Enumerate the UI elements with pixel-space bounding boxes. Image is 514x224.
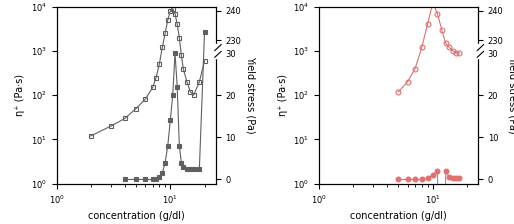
X-axis label: concentration (g/dl): concentration (g/dl) [88,211,185,221]
Y-axis label: η⁺ (Pa·s): η⁺ (Pa·s) [278,74,287,116]
X-axis label: concentration (g/dl): concentration (g/dl) [350,211,447,221]
Bar [215,44,224,58]
Bar [477,44,487,58]
Y-axis label: Yield stress (Pa): Yield stress (Pa) [507,56,514,134]
Y-axis label: Yield stress (Pa): Yield stress (Pa) [245,56,255,134]
Y-axis label: η⁺ (Pa·s): η⁺ (Pa·s) [15,74,25,116]
